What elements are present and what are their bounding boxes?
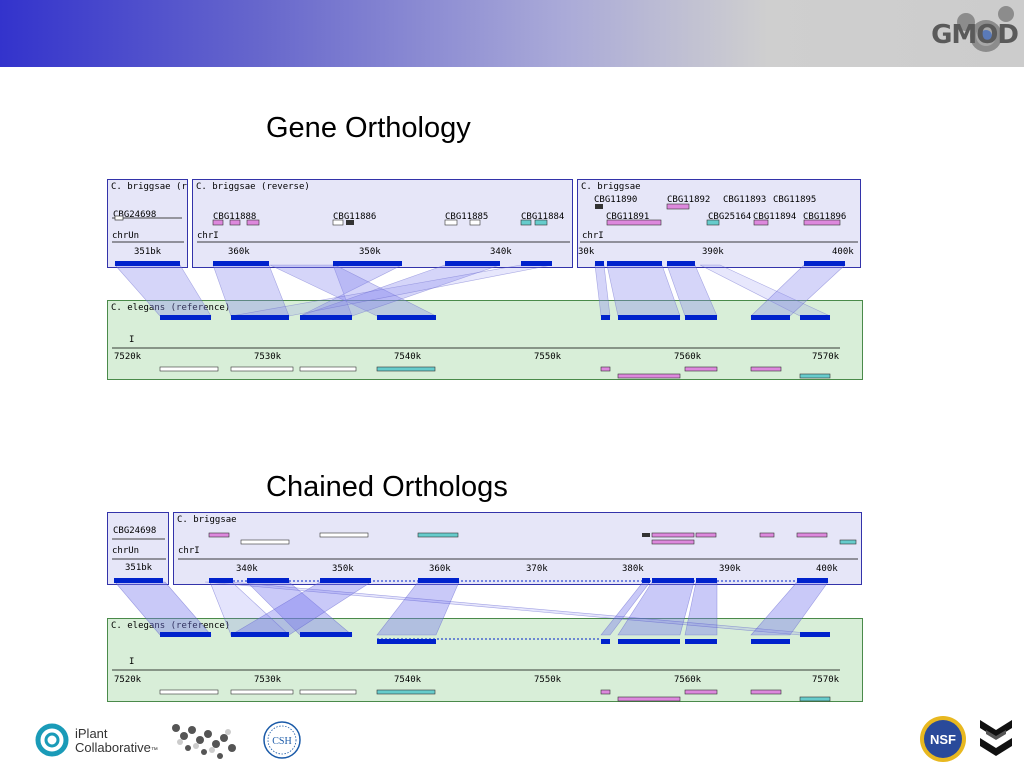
tick-label: 340k <box>236 564 258 574</box>
trademark: ™ <box>150 747 158 754</box>
nsf-label: NSF <box>930 732 956 747</box>
panel-title: C. briggsae (reverse) <box>111 182 187 192</box>
gene-label: CBG25164 <box>708 212 752 222</box>
tick-label: 390k <box>719 564 741 574</box>
tick-label: 390k <box>702 247 724 257</box>
csh-seal-icon: CSH <box>263 721 301 759</box>
gear-icon <box>957 6 1014 52</box>
gene-label: CBG11895 <box>773 195 817 205</box>
ortholog-connectors-2 <box>114 581 831 636</box>
chrom-label: I <box>129 657 135 667</box>
elegans-reference-panel-1[interactable]: C. elegans (reference) I 7520k 7530k 754… <box>107 300 863 380</box>
gene-label: CBG11894 <box>753 212 797 222</box>
iplant-line-2: Collaborative <box>75 740 151 755</box>
gene-label: CBG11886 <box>333 212 377 222</box>
chrom-label: chrUn <box>112 231 140 241</box>
tick-label: 7550k <box>534 675 562 685</box>
csh-label: CSH <box>272 736 291 747</box>
gene-label: CBG11891 <box>606 212 650 222</box>
chrom-label: chrI <box>178 546 200 556</box>
section-title-gene-orthology: Gene Orthology <box>266 112 471 144</box>
dna-helix-icon <box>172 724 236 759</box>
tick-label: 350k <box>332 564 354 574</box>
gene-label: CBG11893 <box>723 195 767 205</box>
briggsae-tracks-2 <box>112 532 858 583</box>
tick-label: 7530k <box>254 352 282 362</box>
tick-label: 7570k <box>812 352 840 362</box>
tick-label: 7570k <box>812 675 840 685</box>
nsf-seal-icon: NSF <box>920 716 966 762</box>
elegans-track-1 <box>112 315 840 379</box>
tick-label: 351bk <box>134 247 162 257</box>
chrom-label: chrI <box>582 231 604 241</box>
panel-title: C. elegans (reference) <box>111 621 231 631</box>
header-banner <box>0 0 1024 67</box>
briggsae-tracks-1 <box>112 203 858 266</box>
briggsae-panel-chri-chained[interactable]: C. briggsae chrI 340k 350k 360k 370k 380… <box>173 512 862 585</box>
gene-label: CBG11892 <box>667 195 711 205</box>
tick-label: 360k <box>228 247 250 257</box>
iplant-line-1: iPlant <box>75 726 108 741</box>
tick-label: 350k <box>359 247 381 257</box>
tick-label: 7560k <box>674 675 702 685</box>
tick-label: 7540k <box>394 352 422 362</box>
section-title-chained-orthologs: Chained Orthologs <box>266 471 508 503</box>
tick-label: 7540k <box>394 675 422 685</box>
iplant-logo-icon <box>35 723 69 757</box>
tick-label: 400k <box>832 247 854 257</box>
chrom-label: chrUn <box>112 546 140 556</box>
tick-label: 400k <box>816 564 838 574</box>
briggsae-panel-chrun-2[interactable]: CBG24698 chrUn 351bk <box>107 512 169 585</box>
gmod-logo: GMOD <box>924 0 1024 67</box>
gene-label: CBG11885 <box>445 212 489 222</box>
tick-label: 7560k <box>674 352 702 362</box>
gmod-logo-text: GMOD <box>931 20 1019 50</box>
elegans-track-2 <box>112 632 840 702</box>
tick-label: 380k <box>622 564 644 574</box>
tick-label: 7550k <box>534 352 562 362</box>
gene-label: CBG24698 <box>113 210 157 220</box>
panel-title: C. briggsae <box>177 515 237 525</box>
ortholog-connectors-1 <box>114 264 846 317</box>
chrom-label: I <box>129 335 135 345</box>
tick-label: 351bk <box>125 563 153 573</box>
tick-label: 7520k <box>114 675 142 685</box>
iplant-wordmark: iPlant Collaborative™ <box>75 727 158 758</box>
gene-label: CBG11896 <box>803 212 847 222</box>
briggsae-panel-chrun[interactable]: C. briggsae (reverse) CBG24698 chrUn 351… <box>107 179 188 268</box>
panel-title: C. elegans (reference) <box>111 303 231 313</box>
gene-label: CBG11884 <box>521 212 565 222</box>
chevron-logo-icon <box>980 720 1012 756</box>
tick-label: 340k <box>490 247 512 257</box>
chrom-label: chrI <box>197 231 219 241</box>
tick-label: 7530k <box>254 675 282 685</box>
tick-label: 370k <box>526 564 548 574</box>
panel-title: C. briggsae <box>581 182 641 192</box>
gene-label: CBG11888 <box>213 212 257 222</box>
tick-label: 360k <box>429 564 451 574</box>
panel-title: C. briggsae (reverse) <box>196 182 310 192</box>
gene-label: CBG24698 <box>113 526 157 536</box>
gene-label: CBG11890 <box>594 195 638 205</box>
tick-label: 30k <box>578 247 595 257</box>
tick-label: 7520k <box>114 352 142 362</box>
